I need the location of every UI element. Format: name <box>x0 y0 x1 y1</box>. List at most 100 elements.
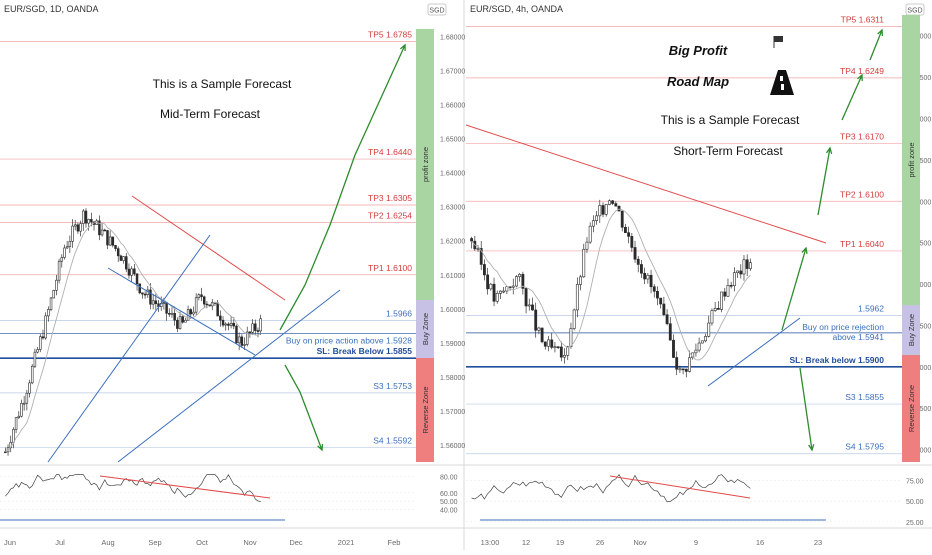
candle-body <box>707 322 711 337</box>
zone-label: profit zone <box>907 142 916 177</box>
level-label: TP3 1.6170 <box>840 131 884 141</box>
candle-body <box>591 220 595 227</box>
level-label: S4 1.5795 <box>845 442 884 452</box>
candle-body <box>28 382 31 394</box>
candle-body <box>579 276 582 285</box>
candle-body <box>720 291 723 310</box>
level-label: TP5 1.6785 <box>368 30 412 40</box>
road-icon <box>770 70 794 95</box>
y-tick-label: 1.62000 <box>440 239 465 246</box>
candle-body <box>237 336 241 344</box>
trend-line <box>465 124 827 244</box>
candle-body <box>87 219 90 224</box>
candle-body <box>566 346 570 356</box>
candle-body <box>697 342 701 351</box>
level-label: TP1 1.6040 <box>840 239 884 249</box>
candle-body <box>729 285 733 287</box>
candle-body <box>181 316 184 323</box>
zone-2 <box>902 355 920 462</box>
candle-body <box>20 403 23 417</box>
candle-body <box>259 318 262 332</box>
x-tick-label: 2021 <box>338 538 355 547</box>
candle-body <box>240 336 244 346</box>
candle-body <box>540 327 544 343</box>
candle-body <box>518 274 522 277</box>
candle-body <box>141 292 144 295</box>
y-tick-label: 1.68000 <box>440 35 465 42</box>
heading-text: This is a Sample Forecast <box>661 113 800 127</box>
zone-2 <box>416 358 434 462</box>
zone-label: Reverse Zone <box>421 386 430 433</box>
level-label: TP2 1.6100 <box>840 189 884 199</box>
forecast-arrow <box>781 247 807 331</box>
candle-body <box>79 223 82 232</box>
candle-body <box>511 285 515 288</box>
candle-body <box>675 357 679 370</box>
level-label: TP1 1.6100 <box>368 263 412 273</box>
zone-label: profit zone <box>421 147 430 182</box>
candle-body <box>133 268 136 275</box>
heading-text: This is a Sample Forecast <box>153 77 292 91</box>
x-tick-label: 26 <box>596 538 604 547</box>
candle-body <box>659 297 663 305</box>
candle-body <box>585 241 589 250</box>
candle-body <box>745 259 749 269</box>
candle-body <box>44 315 47 339</box>
zone-0 <box>902 15 920 305</box>
candle-body <box>479 248 483 265</box>
candle-body <box>60 257 64 262</box>
candle-body <box>547 339 550 347</box>
candle-body <box>470 238 474 242</box>
candle-body <box>537 327 541 331</box>
forecast-arrow <box>841 74 863 121</box>
candle-body <box>684 368 688 372</box>
oscillator-line <box>5 474 261 502</box>
zone-label: Buy Zone <box>907 314 916 346</box>
candle-body <box>76 224 80 232</box>
candle-body <box>224 323 227 326</box>
candle-body <box>41 336 45 339</box>
candle-body <box>173 312 176 321</box>
candle-body <box>688 357 691 372</box>
y-tick-label: 1.67000 <box>440 69 465 76</box>
x-tick-label: Jun <box>4 538 16 547</box>
candle-body <box>184 319 187 323</box>
x-tick-label: Aug <box>101 538 114 547</box>
candle-body <box>723 291 727 297</box>
candle-body <box>227 323 230 326</box>
candle-body <box>138 283 141 294</box>
level-label: Buy on price action above 1.5928 <box>286 335 412 345</box>
candle-body <box>489 283 493 290</box>
candle-body <box>502 290 506 293</box>
candle-body <box>17 415 21 419</box>
candle-body <box>649 274 653 288</box>
level-label: S3 1.5855 <box>845 392 884 402</box>
x-tick-label: 23 <box>814 538 822 547</box>
candle-body <box>47 309 50 317</box>
candle-body <box>495 293 499 302</box>
y-tick-label: 1.59000 <box>440 341 465 348</box>
candle-body <box>154 300 158 305</box>
x-tick-label: Feb <box>388 538 401 547</box>
candle-body <box>170 312 174 315</box>
candle-body <box>556 346 560 349</box>
currency-badge <box>427 3 447 16</box>
candle-body <box>748 262 752 269</box>
candle-body <box>623 226 627 233</box>
candle-body <box>499 290 502 294</box>
chart-panel-1: EUR/SGD, 1D, OANDA SGD 1.68000 1.67000 1.660… <box>0 3 465 547</box>
arrow-head <box>801 246 808 255</box>
arrow-head <box>808 444 815 452</box>
candle-body <box>543 341 547 347</box>
level-label: TP2 1.6254 <box>368 210 412 220</box>
oscillator-line <box>471 473 751 503</box>
candle-body <box>627 232 631 237</box>
level-label: Buy on price rejection <box>802 322 884 332</box>
candle-body <box>125 256 128 270</box>
x-tick-label: 13:00 <box>481 538 500 547</box>
candle-body <box>82 210 85 224</box>
candle-body <box>736 270 740 273</box>
candle-body <box>245 331 249 345</box>
candle-body <box>135 273 139 285</box>
level-label: TP5 1.6311 <box>841 15 885 25</box>
